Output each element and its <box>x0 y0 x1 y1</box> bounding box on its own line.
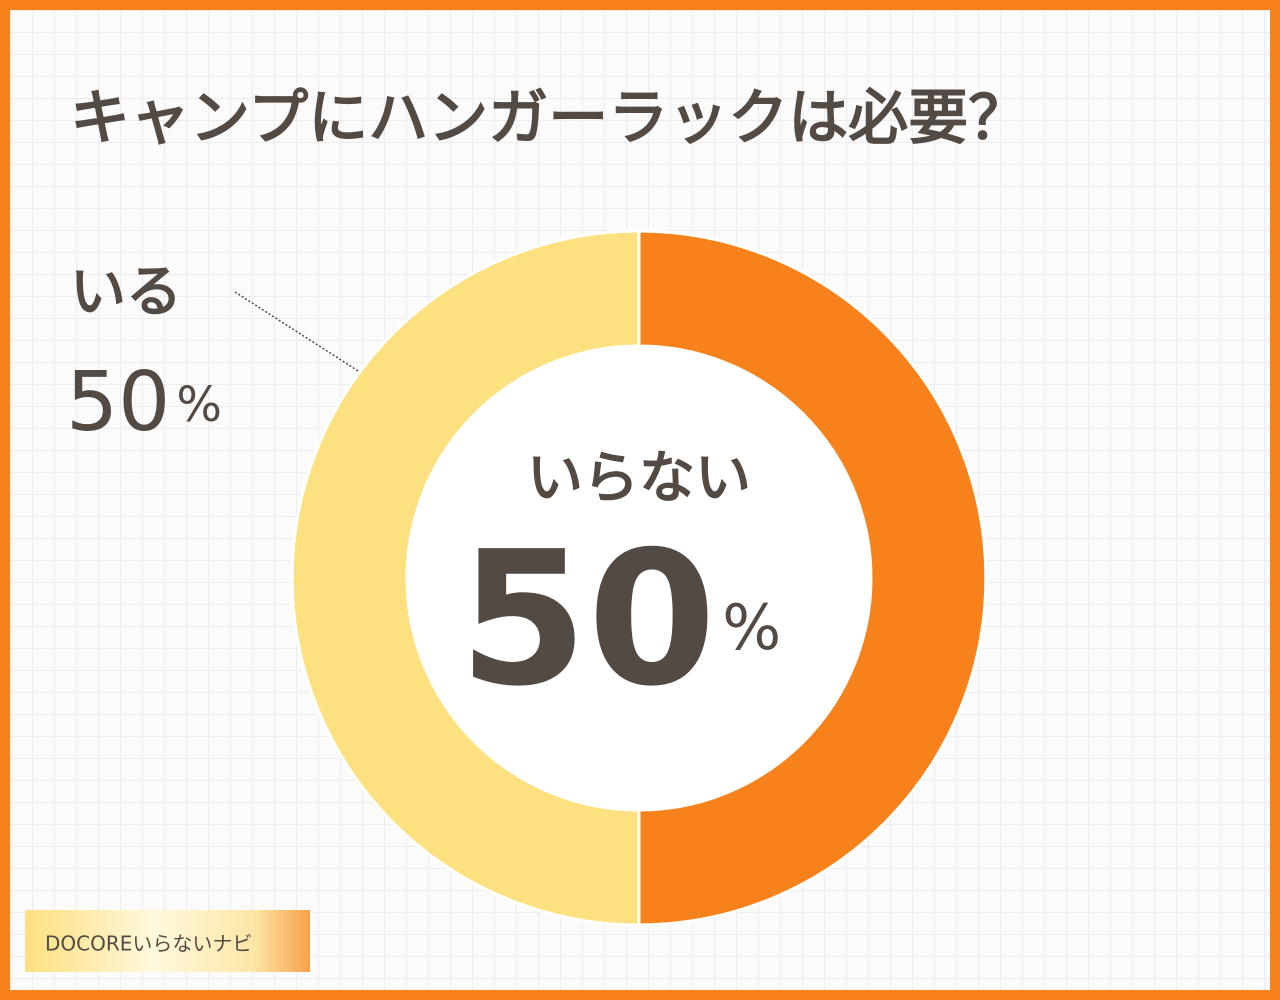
value-label: 50% <box>66 355 222 450</box>
leader-line <box>234 291 381 386</box>
value-unit: % <box>176 377 222 433</box>
value-number: 50 <box>66 355 170 450</box>
donut-segment <box>290 229 641 927</box>
donut-segment <box>637 229 988 927</box>
value-label: 50% <box>459 511 781 727</box>
chart-title: キャンプにハンガーラックは必要？ <box>70 84 1028 154</box>
value-number: 50 <box>459 511 716 727</box>
category-label: いらない <box>527 446 751 511</box>
category-label: いる <box>70 260 182 325</box>
watermark: DOCOREいらないナビ <box>45 932 252 956</box>
donut-hole <box>408 347 870 809</box>
value-unit: % <box>722 591 781 664</box>
watermark-box <box>25 910 310 972</box>
